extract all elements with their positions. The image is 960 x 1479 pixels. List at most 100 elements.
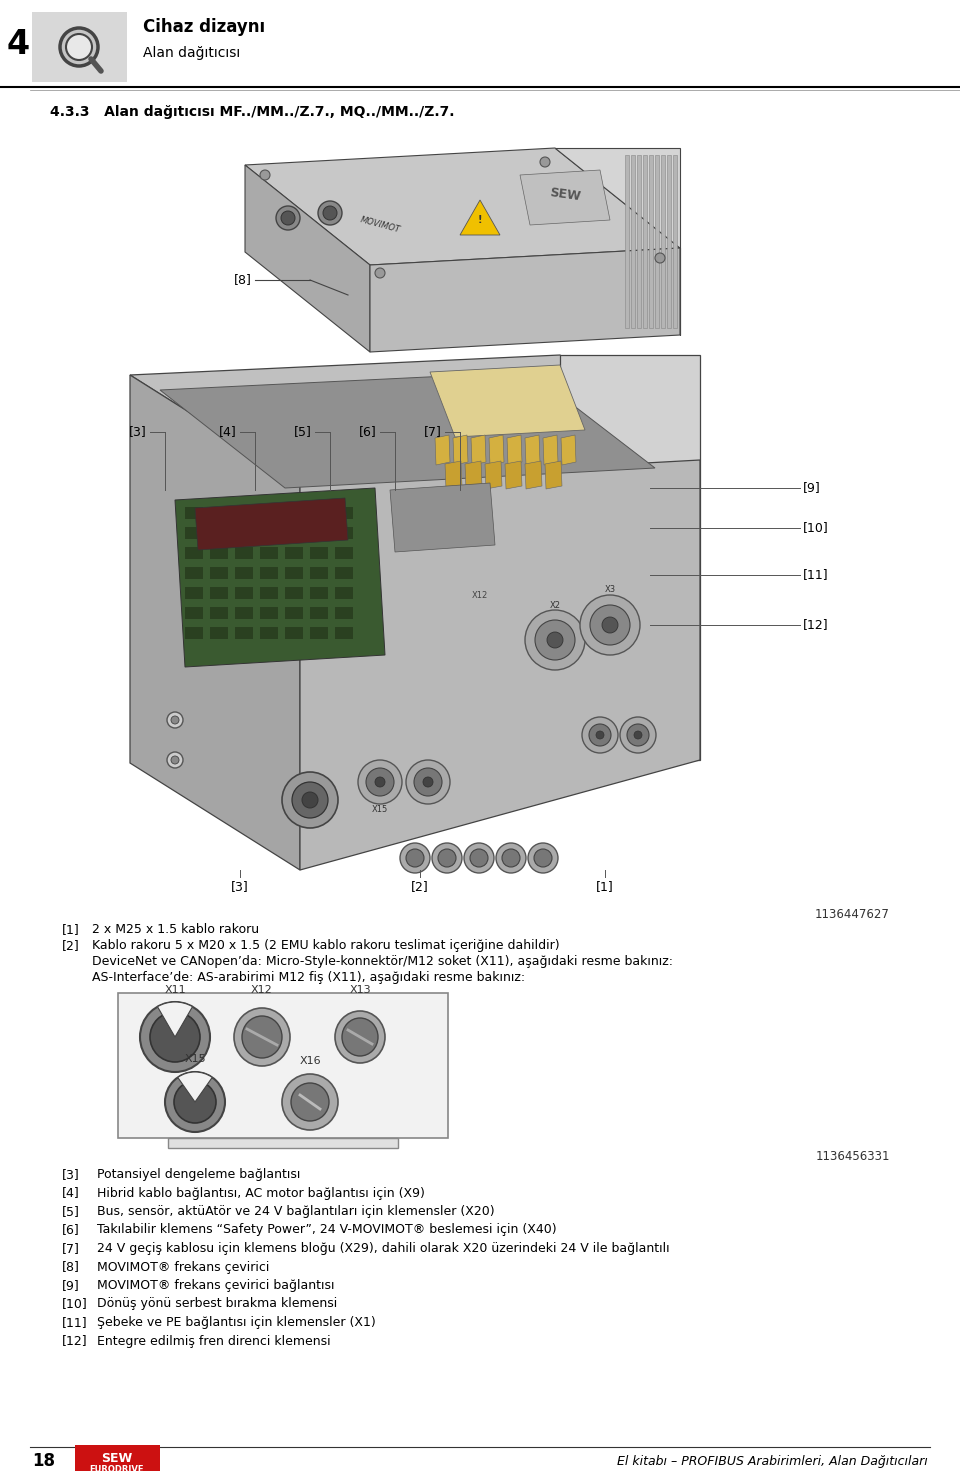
Text: [11]: [11] [803, 568, 828, 581]
Text: [9]: [9] [803, 482, 821, 494]
Bar [185, 507, 203, 519]
Text: Bus, sensör, aktüAtör ve 24 V bağlantıları için klemensler (X20): Bus, sensör, aktüAtör ve 24 V bağlantıla… [97, 1205, 494, 1219]
Bar [260, 587, 278, 599]
Polygon shape [545, 461, 562, 490]
Bar [185, 547, 203, 559]
Circle shape [375, 776, 385, 787]
Circle shape [432, 843, 462, 873]
Circle shape [165, 1072, 225, 1131]
Text: [2]: [2] [411, 880, 429, 893]
Circle shape [535, 620, 575, 660]
Text: X15: X15 [372, 806, 388, 815]
Bar [310, 527, 328, 538]
Polygon shape [525, 435, 540, 464]
Polygon shape [175, 488, 385, 667]
Circle shape [496, 843, 526, 873]
Polygon shape [390, 484, 495, 552]
Bar [285, 547, 303, 559]
Bar [210, 547, 228, 559]
Bar [210, 566, 228, 578]
Bar [185, 627, 203, 639]
Polygon shape [430, 365, 585, 436]
Bar [210, 606, 228, 620]
Circle shape [423, 776, 433, 787]
Circle shape [358, 760, 402, 805]
Polygon shape [637, 155, 641, 328]
Bar [185, 566, 203, 578]
Bar [185, 527, 203, 538]
Text: 4.3.3   Alan dağıtıcısı MF../MM../Z.7., MQ../MM../Z.7.: 4.3.3 Alan dağıtıcısı MF../MM../Z.7., MQ… [50, 105, 454, 118]
Text: [11]: [11] [62, 1316, 87, 1330]
Text: X12: X12 [472, 590, 488, 599]
Bar [210, 627, 228, 639]
Text: DeviceNet ve CANopen’da: Micro-Style-konnektör/M12 soket (X11), aşağıdaki resme : DeviceNet ve CANopen’da: Micro-Style-kon… [92, 955, 673, 967]
Bar [210, 587, 228, 599]
Circle shape [171, 716, 179, 725]
Ellipse shape [335, 1012, 385, 1063]
Circle shape [602, 617, 618, 633]
Circle shape [171, 756, 179, 765]
Bar [285, 587, 303, 599]
Polygon shape [525, 461, 542, 490]
Polygon shape [489, 435, 504, 464]
Bar [310, 547, 328, 559]
Polygon shape [560, 355, 700, 760]
Polygon shape [300, 460, 700, 870]
Bar [75, 1445, 160, 1472]
Bar [310, 587, 328, 599]
Circle shape [655, 253, 665, 263]
Circle shape [438, 849, 456, 867]
Polygon shape [245, 148, 680, 265]
Circle shape [406, 849, 424, 867]
Text: X3: X3 [605, 586, 615, 595]
Circle shape [502, 849, 520, 867]
Circle shape [580, 595, 640, 655]
Text: X13: X13 [349, 985, 371, 995]
Bar [335, 527, 353, 538]
Text: [7]: [7] [424, 426, 442, 438]
Bar [335, 587, 353, 599]
Text: [7]: [7] [62, 1242, 80, 1256]
Text: [6]: [6] [62, 1223, 80, 1236]
Text: [2]: [2] [62, 939, 80, 952]
FancyBboxPatch shape [118, 992, 448, 1137]
Text: [4]: [4] [62, 1186, 80, 1199]
Circle shape [292, 782, 328, 818]
Circle shape [596, 731, 604, 740]
Text: Takılabilir klemens “Safety Power”, 24 V-MOVIMOT® beslemesi için (X40): Takılabilir klemens “Safety Power”, 24 V… [97, 1223, 557, 1236]
Polygon shape [673, 155, 677, 328]
Polygon shape [485, 461, 502, 490]
Circle shape [375, 268, 385, 278]
Polygon shape [505, 461, 522, 490]
Bar [235, 606, 253, 620]
Polygon shape [625, 155, 629, 328]
Polygon shape [245, 166, 370, 352]
Circle shape [534, 849, 552, 867]
Circle shape [547, 632, 563, 648]
Polygon shape [453, 435, 468, 464]
Text: [3]: [3] [130, 426, 147, 438]
Polygon shape [507, 435, 522, 464]
Bar [260, 627, 278, 639]
Circle shape [291, 1083, 329, 1121]
Bar [335, 547, 353, 559]
Wedge shape [157, 1001, 193, 1037]
Text: [8]: [8] [62, 1260, 80, 1273]
Text: Alan dağıtıcısı: Alan dağıtıcısı [143, 46, 240, 61]
Text: [4]: [4] [219, 426, 237, 438]
Polygon shape [643, 155, 647, 328]
Bar [210, 527, 228, 538]
Circle shape [414, 768, 442, 796]
Text: El kitabı – PROFIBUS Arabirimleri, Alan Dağıtıcıları: El kitabı – PROFIBUS Arabirimleri, Alan … [617, 1454, 928, 1467]
Text: [9]: [9] [62, 1279, 80, 1293]
Bar [335, 507, 353, 519]
Bar [260, 547, 278, 559]
Circle shape [167, 711, 183, 728]
Polygon shape [465, 461, 482, 490]
Bar [235, 527, 253, 538]
Bar [210, 507, 228, 519]
Circle shape [282, 772, 338, 828]
Bar [235, 627, 253, 639]
Text: AS-Interface’de: AS-arabirimi M12 fiş (X11), aşağıdaki resme bakınız:: AS-Interface’de: AS-arabirimi M12 fiş (X… [92, 972, 525, 984]
Text: [1]: [1] [62, 923, 80, 936]
